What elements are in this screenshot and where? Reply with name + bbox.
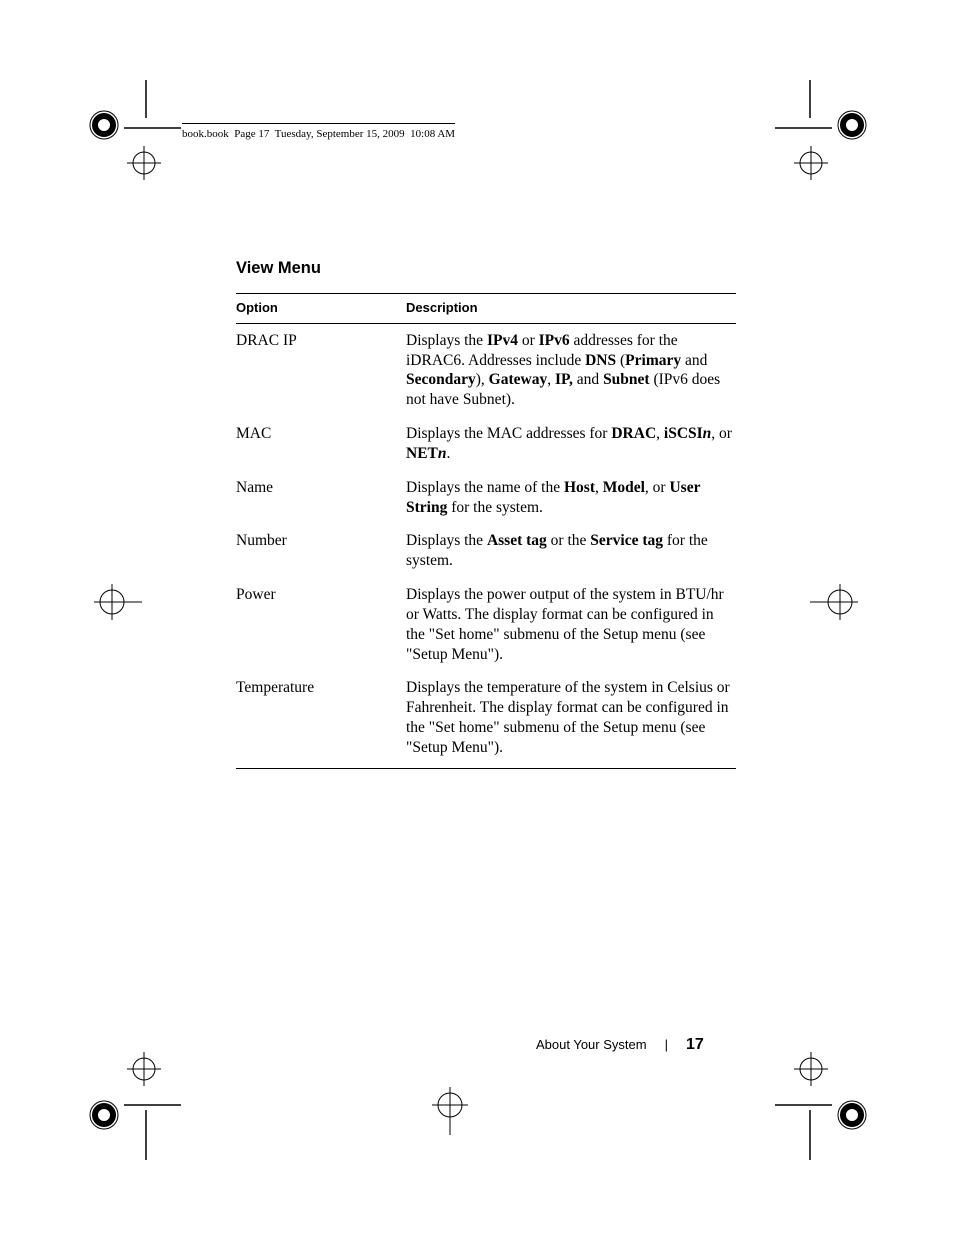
option-cell: Name bbox=[236, 471, 406, 525]
crop-mark-top-right bbox=[760, 80, 870, 190]
heading-view-menu: View Menu bbox=[236, 258, 736, 279]
description-cell: Displays the power output of the system … bbox=[406, 578, 736, 671]
option-cell: Number bbox=[236, 524, 406, 578]
col-header-description: Description bbox=[406, 294, 736, 324]
description-cell: Displays the MAC addresses for DRAC, iSC… bbox=[406, 417, 736, 471]
option-cell: Power bbox=[236, 578, 406, 671]
crop-mark-bottom-right bbox=[760, 1050, 870, 1170]
crop-mark-mid-right bbox=[800, 582, 860, 622]
description-cell: Displays the IPv4 or IPv6 addresses for … bbox=[406, 323, 736, 417]
page-footer: About Your System | 17 bbox=[536, 1035, 704, 1055]
crop-mark-mid-left bbox=[92, 582, 152, 622]
crop-mark-bottom-left bbox=[86, 1050, 196, 1170]
col-header-option: Option bbox=[236, 294, 406, 324]
crop-mark-top-left bbox=[86, 80, 196, 190]
view-menu-table: Option Description DRAC IPDisplays the I… bbox=[236, 293, 736, 769]
footer-section-title: About Your System bbox=[536, 1037, 647, 1054]
table-row: PowerDisplays the power output of the sy… bbox=[236, 578, 736, 671]
table-row: NumberDisplays the Asset tag or the Serv… bbox=[236, 524, 736, 578]
description-cell: Displays the Asset tag or the Service ta… bbox=[406, 524, 736, 578]
page-body: View Menu Option Description DRAC IPDisp… bbox=[236, 258, 736, 769]
description-cell: Displays the name of the Host, Model, or… bbox=[406, 471, 736, 525]
description-cell: Displays the temperature of the system i… bbox=[406, 671, 736, 768]
table-row: NameDisplays the name of the Host, Model… bbox=[236, 471, 736, 525]
option-cell: DRAC IP bbox=[236, 323, 406, 417]
table-row: DRAC IPDisplays the IPv4 or IPv6 address… bbox=[236, 323, 736, 417]
option-cell: MAC bbox=[236, 417, 406, 471]
table-row: TemperatureDisplays the temperature of t… bbox=[236, 671, 736, 768]
crop-mark-bottom-center bbox=[420, 1085, 480, 1145]
table-row: MACDisplays the MAC addresses for DRAC, … bbox=[236, 417, 736, 471]
footer-page-number: 17 bbox=[686, 1035, 704, 1055]
option-cell: Temperature bbox=[236, 671, 406, 768]
running-head: book.book Page 17 Tuesday, September 15,… bbox=[182, 123, 455, 141]
footer-separator: | bbox=[665, 1037, 668, 1054]
